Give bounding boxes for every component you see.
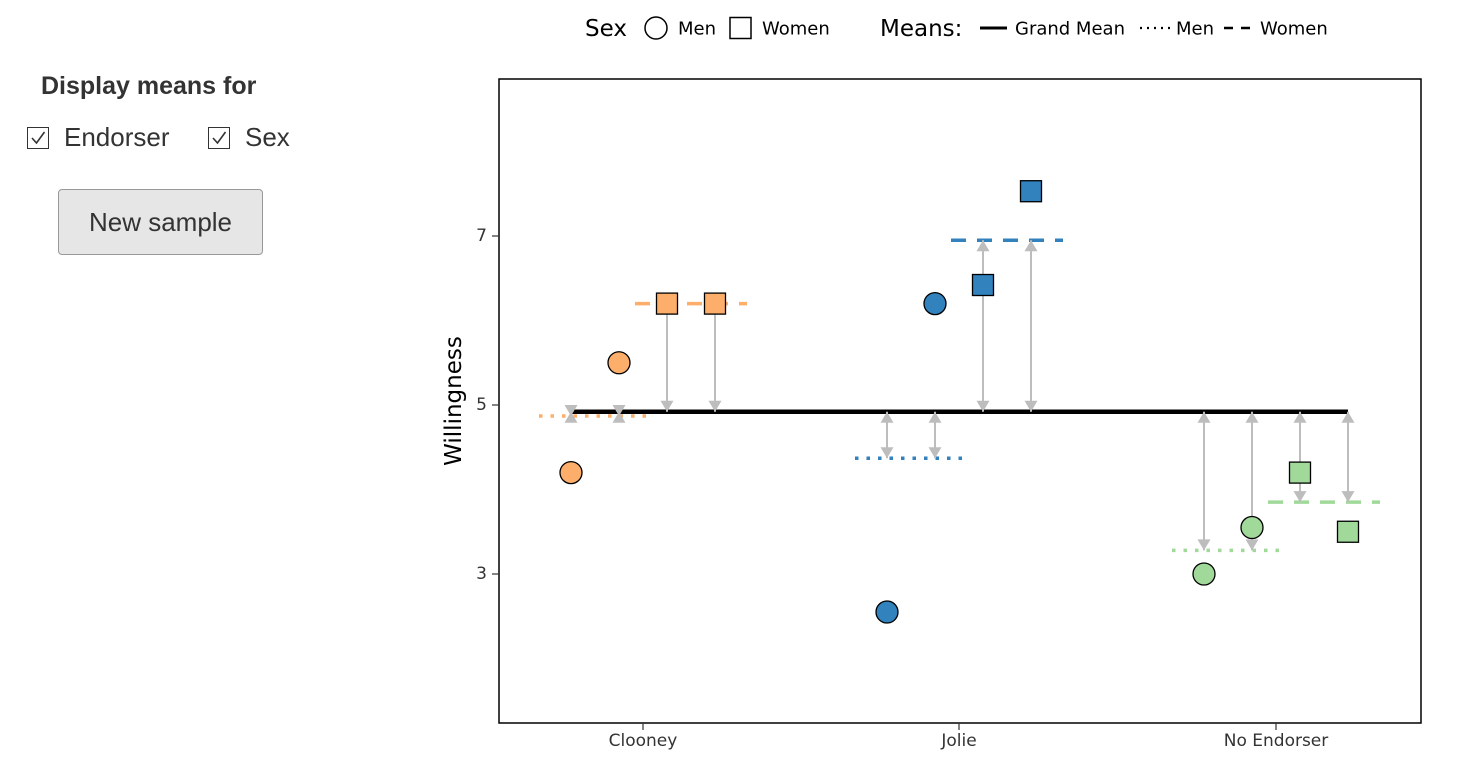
- checkmark-icon: [212, 131, 227, 144]
- women-data-point: [1288, 461, 1312, 484]
- checkmark-icon: [31, 131, 46, 144]
- women-data-point: [655, 292, 679, 315]
- display-means-title: Display means for: [41, 72, 257, 100]
- arrowhead: [976, 400, 990, 412]
- arrowhead: [880, 447, 894, 459]
- y-tick-label: 5: [476, 395, 487, 415]
- arrowhead: [612, 404, 626, 416]
- arrowhead: [1293, 411, 1307, 423]
- new-sample-button[interactable]: New sample: [58, 189, 263, 255]
- plot-panel-border: [498, 78, 1422, 724]
- men-data-point: [607, 351, 631, 375]
- y-tick-label: 7: [476, 226, 487, 246]
- arrowhead: [1245, 411, 1259, 423]
- legend-women-label: Women: [762, 19, 830, 40]
- sex-checkbox-label: Sex: [245, 122, 290, 152]
- arrowhead: [1197, 539, 1211, 551]
- legend-square-icon: [729, 16, 752, 40]
- arrowhead: [1197, 411, 1211, 423]
- women-data-point: [703, 292, 727, 315]
- y-tick-label: 3: [476, 564, 487, 584]
- endorser-checkbox-label: Endorser: [64, 122, 170, 152]
- x-tick-label: Jolie: [940, 731, 976, 751]
- arrowhead: [880, 411, 894, 423]
- arrowhead: [564, 411, 578, 423]
- arrowhead: [564, 404, 578, 416]
- legend-men-mean-label: Men: [1176, 19, 1214, 40]
- arrowhead: [1245, 539, 1259, 551]
- men-data-point: [559, 460, 583, 485]
- sex-checkbox-row[interactable]: Sex: [208, 122, 290, 153]
- legend-circle-icon: [644, 16, 668, 40]
- men-data-point: [875, 600, 899, 624]
- arrowhead: [1293, 491, 1307, 503]
- arrowhead: [1341, 491, 1355, 503]
- legend-men-label: Men: [678, 19, 716, 40]
- women-data-point: [1019, 180, 1043, 203]
- men-data-point: [1192, 562, 1216, 586]
- legend-means-title: Means:: [880, 16, 962, 42]
- legend-grand-mean-label: Grand Mean: [1015, 19, 1125, 40]
- arrowhead: [928, 447, 942, 459]
- legend-sex-title: Sex: [585, 16, 627, 42]
- women-data-point: [971, 273, 995, 297]
- x-tick-label: No Endorser: [1224, 731, 1329, 751]
- arrowhead: [1341, 411, 1355, 423]
- men-data-point: [1240, 515, 1264, 540]
- arrowhead: [660, 400, 674, 412]
- arrowhead: [976, 240, 990, 252]
- arrowhead: [1024, 240, 1038, 252]
- endorser-checkbox[interactable]: [27, 126, 49, 149]
- arrowhead: [708, 400, 722, 412]
- legend-women-mean-label: Women: [1260, 19, 1328, 40]
- endorser-checkbox-row[interactable]: Endorser: [27, 122, 170, 153]
- arrowhead: [928, 411, 942, 423]
- sidebar-panel: Display means for Endorser Sex New sampl…: [0, 0, 340, 773]
- y-axis-label: Willingness: [441, 336, 467, 466]
- sex-checkbox[interactable]: [208, 126, 230, 149]
- men-data-point: [923, 291, 947, 316]
- women-data-point: [1336, 520, 1360, 543]
- arrowhead: [612, 411, 626, 423]
- arrowhead: [1024, 400, 1038, 412]
- x-tick-label: Clooney: [609, 731, 678, 751]
